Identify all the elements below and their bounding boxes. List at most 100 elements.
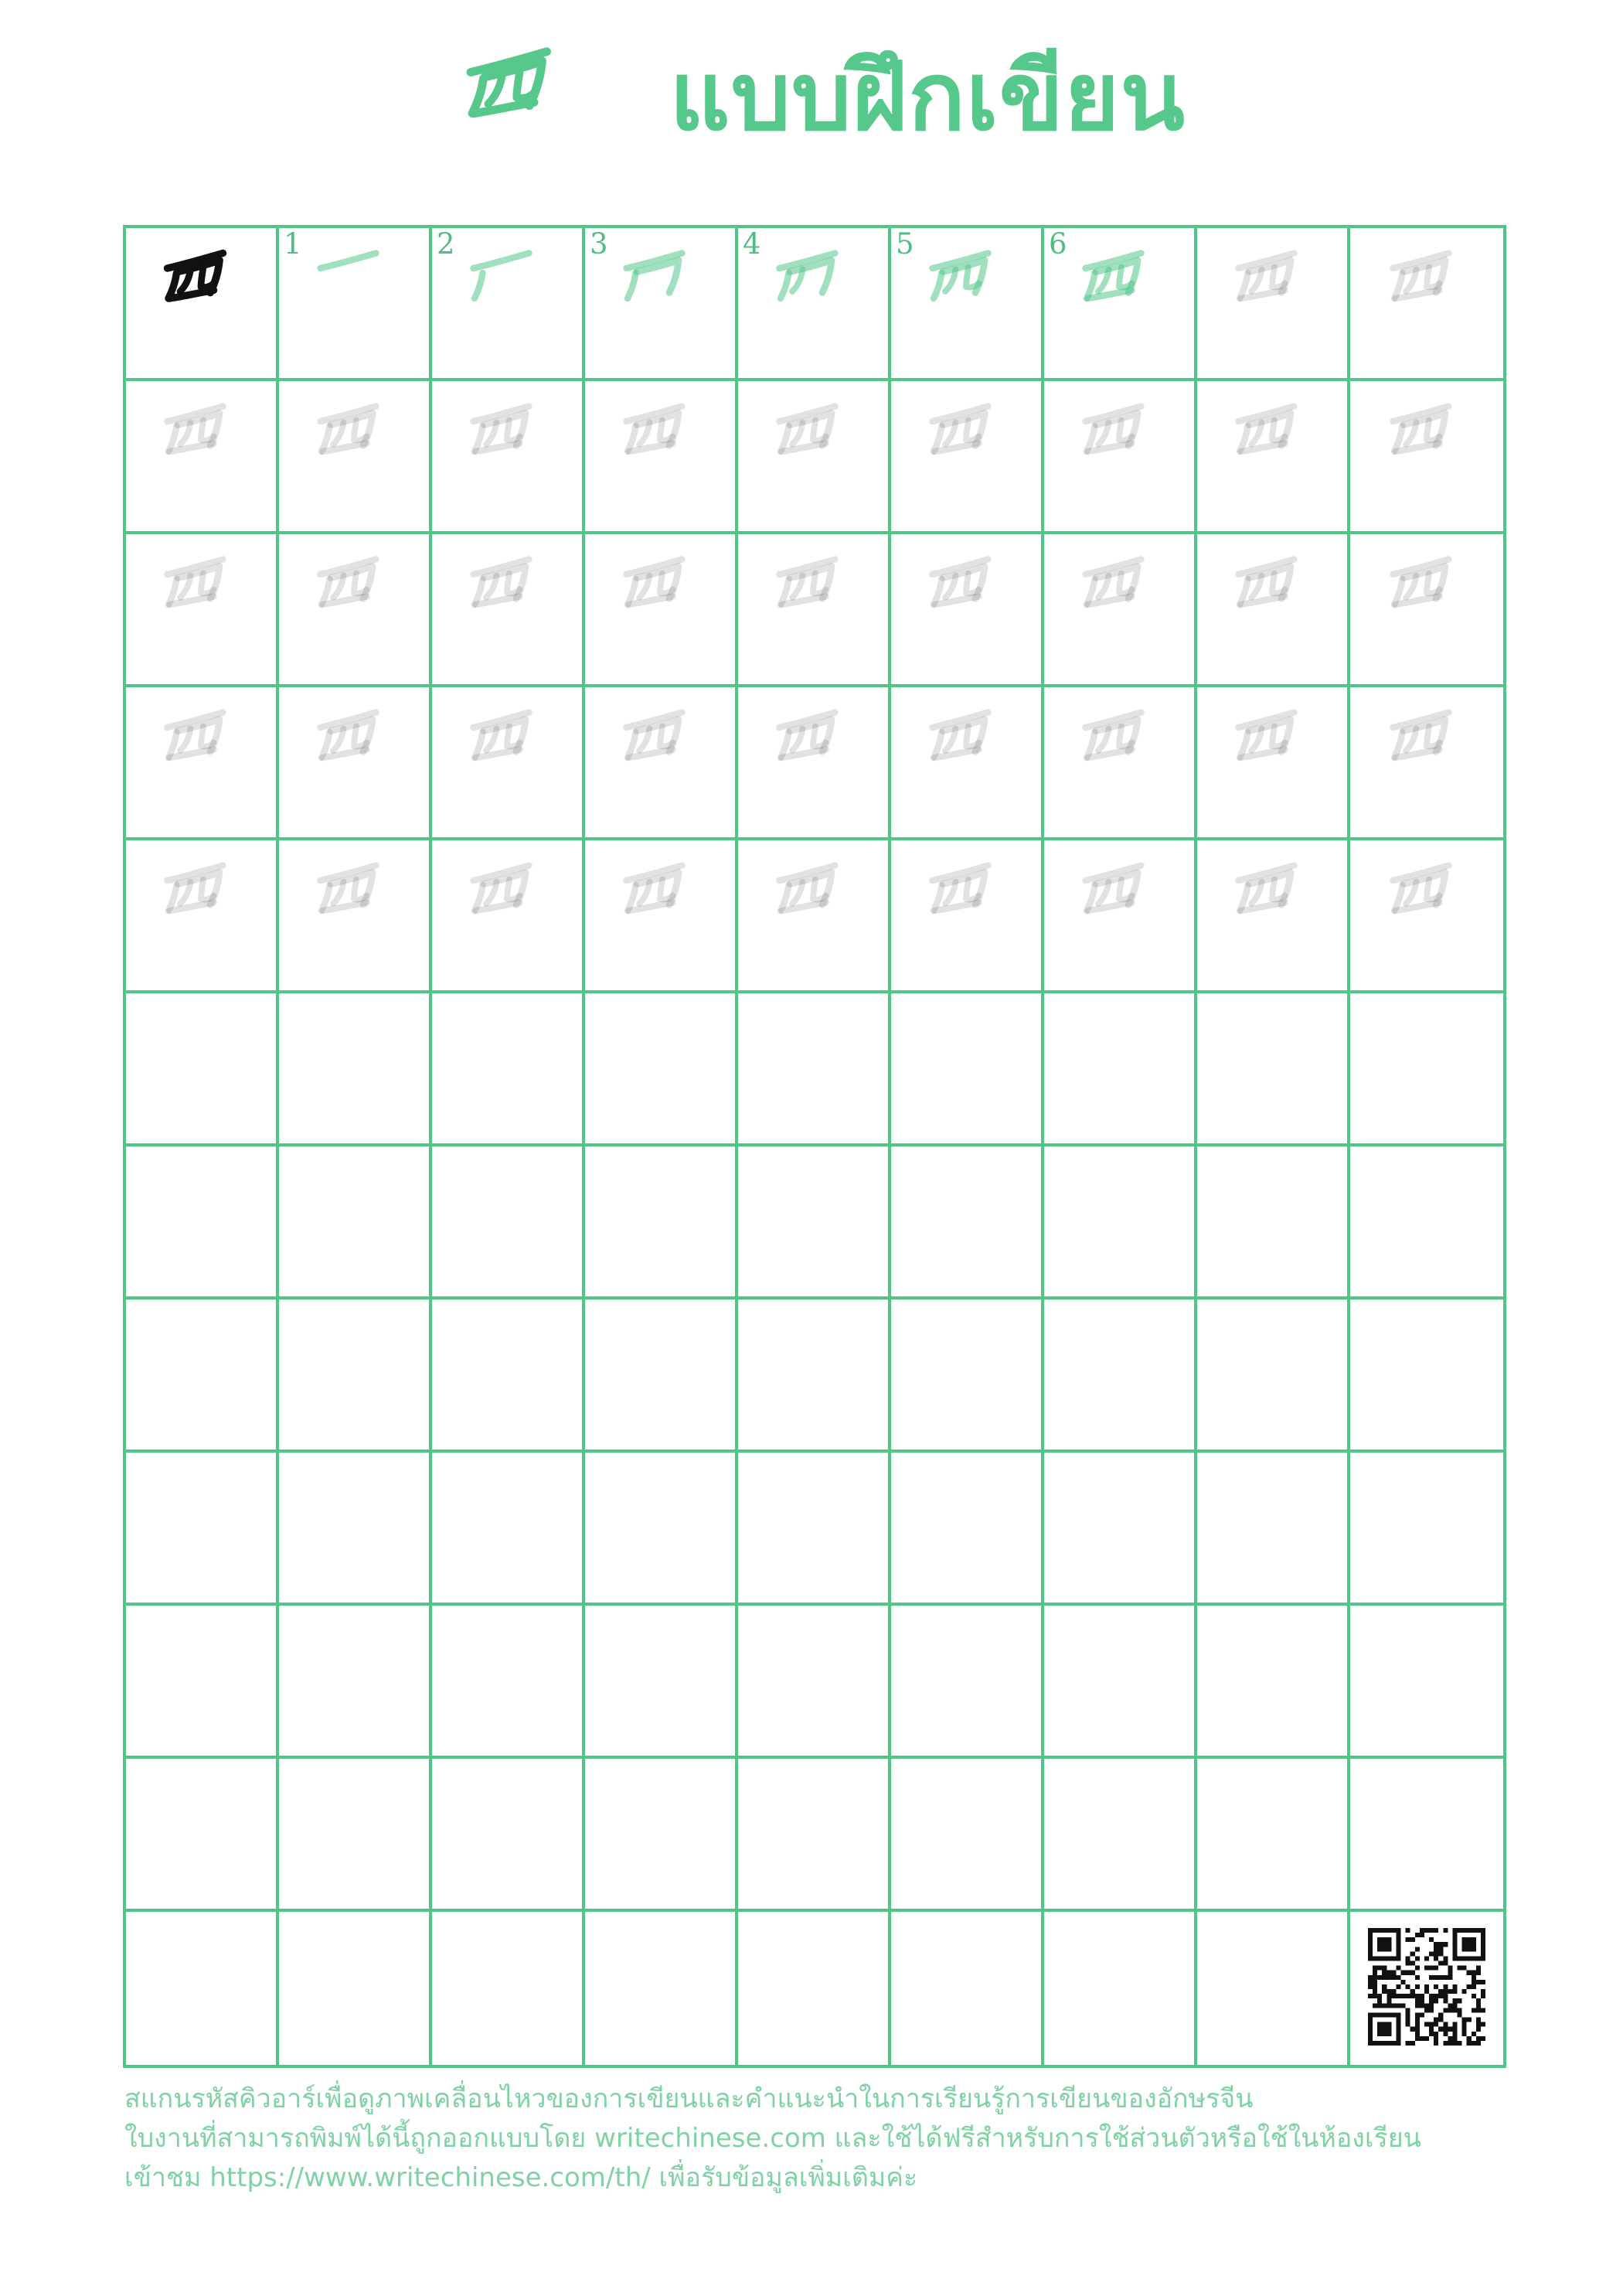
trace-character-cell [891, 840, 1044, 993]
practice-cell [279, 1606, 432, 1759]
trace-character-cell [279, 840, 432, 993]
trace-character-cell [126, 840, 279, 993]
trace-character-cell [738, 381, 891, 534]
practice-cell [432, 1300, 585, 1453]
practice-cell [891, 1912, 1044, 2065]
trace-character-cell [1197, 840, 1350, 993]
trace-character-cell [585, 840, 738, 993]
practice-cell [1197, 993, 1350, 1146]
practice-cell [738, 993, 891, 1146]
trace-character-cell [738, 534, 891, 687]
practice-cell [279, 1146, 432, 1300]
stroke-step-cell: 4 [738, 227, 891, 381]
trace-character-cell [1197, 381, 1350, 534]
practice-cell [1044, 1300, 1197, 1453]
practice-cell [279, 1912, 432, 2065]
practice-cell [279, 1453, 432, 1606]
practice-cell [1044, 1453, 1197, 1606]
practice-cell [126, 993, 279, 1146]
qr-code-cell [1350, 1912, 1503, 2065]
trace-character-cell [738, 687, 891, 840]
trace-character-cell [1044, 687, 1197, 840]
trace-character-cell [891, 534, 1044, 687]
practice-cell [891, 1146, 1044, 1300]
practice-cell [1197, 1912, 1350, 2065]
trace-character-cell [279, 534, 432, 687]
practice-cell [891, 1759, 1044, 1912]
stroke-step-number: 1 [284, 227, 302, 261]
trace-character-cell [1197, 228, 1350, 381]
practice-cell [585, 993, 738, 1146]
practice-cell [585, 1759, 738, 1912]
trace-character-cell [585, 381, 738, 534]
trace-character-cell [1350, 534, 1503, 687]
practice-cell [891, 1453, 1044, 1606]
trace-character-cell [126, 534, 279, 687]
stroke-step-number: 3 [590, 227, 608, 261]
example-character-cell [126, 228, 279, 381]
footer: สแกนรหัสคิวอาร์เพื่อดูภาพเคลื่อนไหวของกา… [124, 2080, 1516, 2198]
practice-cell [432, 993, 585, 1146]
practice-cell [891, 993, 1044, 1146]
practice-cell [126, 1300, 279, 1453]
stroke-step-cell: 6 [1044, 227, 1197, 381]
practice-cell [1197, 1453, 1350, 1606]
stroke-step-cell: 2 [432, 227, 585, 381]
practice-cell [738, 1759, 891, 1912]
stroke-step-number: 5 [896, 227, 914, 261]
header: แบบฝึกเขียน [0, 17, 1623, 186]
practice-cell [432, 1146, 585, 1300]
practice-cell [738, 1146, 891, 1300]
trace-character-cell [1350, 840, 1503, 993]
practice-cell [279, 1759, 432, 1912]
practice-cell [126, 1759, 279, 1912]
trace-character-cell [279, 687, 432, 840]
practice-cell [738, 1453, 891, 1606]
trace-character-cell [432, 687, 585, 840]
trace-character-cell [1197, 687, 1350, 840]
header-character [437, 28, 596, 186]
practice-cell [432, 1453, 585, 1606]
practice-cell [1044, 1759, 1197, 1912]
practice-cell [1044, 1606, 1197, 1759]
trace-character-cell [1350, 381, 1503, 534]
trace-character-cell [1197, 534, 1350, 687]
practice-cell [1197, 1300, 1350, 1453]
practice-cell [1350, 1453, 1503, 1606]
trace-character-cell [1044, 840, 1197, 993]
practice-cell [279, 993, 432, 1146]
practice-cell [1197, 1606, 1350, 1759]
stroke-step-number: 6 [1049, 227, 1067, 261]
practice-cell [585, 1912, 738, 2065]
footer-line-1: สแกนรหัสคิวอาร์เพื่อดูภาพเคลื่อนไหวของกา… [124, 2083, 1254, 2114]
practice-cell [738, 1912, 891, 2065]
practice-cell [585, 1453, 738, 1606]
practice-cell [1197, 1146, 1350, 1300]
trace-character-cell [585, 534, 738, 687]
practice-cell [1044, 1912, 1197, 2065]
trace-character-cell [1350, 687, 1503, 840]
practice-cell [738, 1300, 891, 1453]
practice-cell [279, 1300, 432, 1453]
stroke-step-cell: 5 [891, 227, 1044, 381]
practice-cell [432, 1606, 585, 1759]
practice-cell [738, 1606, 891, 1759]
trace-character-cell [585, 687, 738, 840]
qr-code [1368, 1928, 1485, 2046]
stroke-step-cell: 3 [585, 227, 738, 381]
stroke-step-cell: 1 [279, 227, 432, 381]
practice-cell [585, 1300, 738, 1453]
practice-cell [891, 1606, 1044, 1759]
practice-grid: 1 2 3 4 5 6 [123, 225, 1506, 2068]
practice-cell [126, 1912, 279, 2065]
practice-cell [585, 1146, 738, 1300]
practice-cell [1350, 993, 1503, 1146]
footer-line-2: ใบงานที่สามารถพิมพ์ได้นี้ถูกออกแบบโดย wr… [124, 2123, 1421, 2154]
page-title: แบบฝึกเขียน [669, 42, 1186, 152]
practice-cell [1350, 1300, 1503, 1453]
trace-character-cell [432, 534, 585, 687]
trace-character-cell [738, 840, 891, 993]
practice-cell [126, 1453, 279, 1606]
trace-character-cell [279, 381, 432, 534]
trace-character-cell [1044, 381, 1197, 534]
